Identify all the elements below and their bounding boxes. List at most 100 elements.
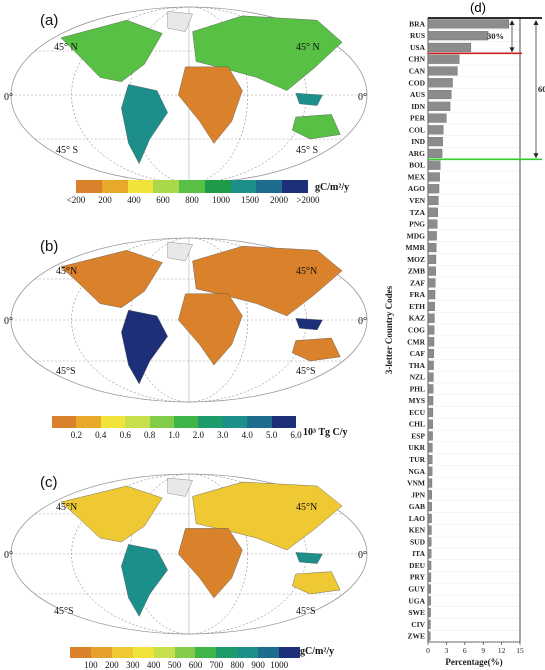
colorbar-tick-label: 400	[146, 660, 161, 670]
category-label: CAN	[409, 66, 426, 75]
arrow-head	[533, 153, 539, 159]
bar-idn	[427, 101, 451, 111]
bar-mex	[427, 172, 440, 182]
bar-pry	[427, 572, 432, 582]
land-north-america	[60, 250, 163, 308]
bar-deu	[427, 560, 432, 571]
colorbar-tick-label: 6.0	[290, 430, 302, 440]
category-label: COD	[408, 78, 425, 87]
colorbar-segment	[230, 180, 257, 193]
category-label: FRA	[410, 290, 426, 299]
bar-png	[427, 219, 438, 229]
category-label: NGA	[408, 467, 425, 476]
land-greenland	[167, 477, 193, 497]
category-label: PER	[410, 114, 426, 123]
bar-nga	[427, 466, 433, 476]
colorbar-tick-label: 5.0	[265, 430, 278, 440]
category-label: PHL	[410, 384, 425, 393]
lat-label-n-right: 45°N	[296, 502, 318, 513]
colorbar-segment	[271, 416, 297, 428]
colorbar-tick-label: 200	[105, 660, 119, 670]
category-label: GAB	[409, 502, 425, 511]
bar-uga	[427, 596, 431, 606]
lat-label-s-right: 45°S	[296, 366, 316, 377]
category-label: PNG	[409, 220, 425, 229]
land-greenland	[167, 11, 193, 32]
land-eurasia	[192, 245, 343, 317]
x-tick-label: 9	[481, 646, 485, 655]
colorbar-segment	[153, 647, 176, 658]
category-label: SWE	[408, 608, 425, 617]
land-southeast-asia	[295, 318, 323, 331]
bar-gab	[427, 502, 432, 512]
arrow-head	[509, 47, 515, 53]
category-label: AGO	[408, 184, 425, 193]
land-australia	[292, 337, 341, 362]
colorbar-segment	[174, 647, 196, 658]
colorbar-tick-label: 600	[188, 660, 203, 670]
panel-label-b: (b)	[40, 238, 59, 255]
colorbar-tick-label: 600	[156, 195, 170, 205]
colorbar-segment	[282, 180, 309, 193]
bar-cog	[427, 325, 435, 335]
colorbar-segment	[153, 180, 180, 193]
category-label: CHL	[409, 420, 425, 429]
bar-col	[427, 125, 444, 135]
colorbar-tick-label: 0.4	[95, 430, 107, 440]
bar-per	[427, 113, 447, 123]
colorbar-segment	[100, 416, 126, 428]
bar-phl	[427, 384, 434, 394]
category-label: MEX	[408, 172, 426, 181]
bar-chart-d: (d) BRA RUS USA CHN CAN COD AUS IDN PER COL IND ARG B…	[384, 0, 545, 667]
category-label: MMR	[405, 243, 425, 252]
colorbar-a: <200 200 400 600 800 1000 1500 2000 >2000	[67, 180, 320, 205]
bar-chn	[427, 54, 460, 64]
bar-kaz	[427, 313, 435, 323]
colorbar-segment	[76, 180, 103, 193]
bar-tha	[427, 360, 434, 370]
colorbar-segment	[52, 416, 77, 428]
lat-label-n-left: 45° N	[54, 42, 78, 53]
category-label: MYS	[408, 396, 425, 405]
bar-ind	[427, 137, 443, 147]
bar-bra	[427, 19, 510, 29]
colorbar-tick-label: 4.0	[241, 430, 253, 440]
arrow-head	[509, 20, 515, 25]
category-label: RUS	[410, 31, 425, 40]
bar-ita	[427, 549, 432, 559]
colorbar-tick-label: 800	[185, 195, 199, 205]
x-axis-label: Percentage(%)	[445, 657, 502, 667]
bar-cod	[427, 78, 453, 88]
colorbar-segment	[76, 416, 102, 428]
bar-civ	[427, 619, 431, 629]
category-label: BOL	[409, 161, 425, 170]
bar-nzl	[427, 372, 434, 382]
category-label: MOZ	[407, 255, 425, 264]
colorbar-c-unit: gC/m²/y	[300, 646, 335, 657]
land-north-america	[60, 485, 163, 543]
category-label: KEN	[409, 526, 426, 535]
map-panel-a: (a) 45° N 45° N 0° 0° 45° S 45° S	[0, 0, 378, 218]
colorbar-segment	[101, 180, 129, 193]
colorbar-tick-label: 300	[125, 660, 140, 670]
bar-ven	[427, 195, 439, 206]
lat-label-eq-left: 0°	[4, 316, 13, 327]
colorbar-segment	[279, 647, 301, 658]
lat-label-s-left: 45° S	[56, 145, 79, 156]
category-label: ESP	[411, 431, 425, 440]
bar-zmb	[427, 266, 436, 276]
colorbar-tick-label: 400	[127, 195, 141, 205]
lat-label-eq-left: 0°	[4, 550, 13, 561]
colorbar-tick-label: >2000	[296, 195, 320, 205]
category-label: GUY	[408, 585, 425, 594]
colorbar-c: 100 200 300 400 500 600 700 800 900 1000	[70, 647, 301, 670]
category-label: ITA	[412, 549, 425, 558]
lat-label-s-right: 45° S	[296, 145, 319, 156]
bar-moz	[427, 254, 437, 264]
category-label: SUD	[410, 537, 426, 546]
colorbar-segment	[90, 647, 113, 658]
colorbar-tick-label: 800	[230, 660, 245, 670]
colorbar-tick-label: 3.0	[217, 430, 229, 440]
land-africa	[178, 528, 243, 599]
land-south-america	[121, 544, 168, 617]
